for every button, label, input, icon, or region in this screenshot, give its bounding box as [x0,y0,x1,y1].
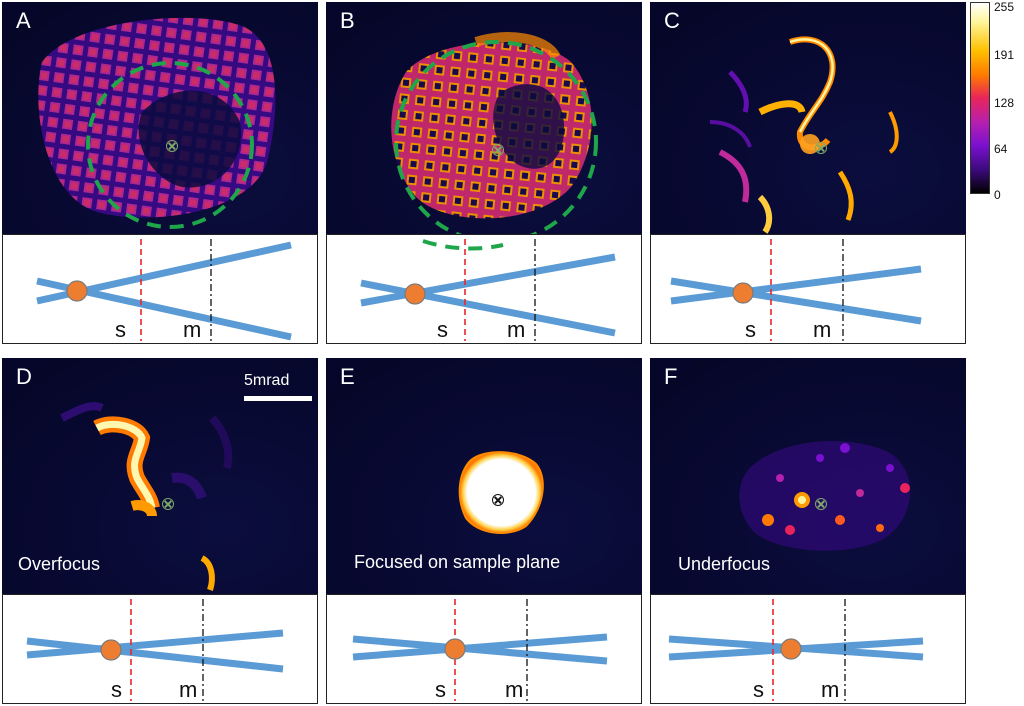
panel-b-image: B [326,2,642,234]
m-label: m [821,677,840,702]
m-label: m [179,677,198,702]
s-label: s [753,677,764,702]
panel-caption: Underfocus [678,554,771,574]
m-label: m [507,317,526,342]
panel-b-ray-diagram: s m [326,234,642,344]
panel-d-image: D Overfocus 5mrad [2,358,318,594]
m-label: m [505,677,524,702]
panel-d: D Overfocus 5mrad s m [2,358,318,704]
s-label: s [745,317,756,342]
colorbar-tick: 64 [994,142,1008,156]
panel-label: F [664,364,678,389]
panel-d-ray-diagram: s m [2,594,318,704]
m-label: m [183,317,202,342]
s-label: s [435,677,446,702]
panel-b: B s m [326,2,642,344]
panel-f-image: F Underfocus [650,358,966,594]
optical-axis-marker [815,142,827,154]
s-label: s [115,317,126,342]
colorbar-tick: 255 [994,0,1015,14]
panel-c-intensity-map [709,36,899,234]
colorbar-tick: 191 [994,48,1015,62]
source-dot [732,282,754,304]
panel-caption: Focused on sample plane [354,552,561,572]
panel-e-intensity-map [458,451,544,534]
source-dot [444,638,466,660]
scalebar [244,396,312,401]
panel-f: F Underfocus s m [650,358,966,704]
panel-label: A [16,8,31,33]
panel-e: E Focused on sample plane s m [326,358,642,704]
panel-c: C s m [650,2,966,344]
panel-e-image: E Focused on sample plane [326,358,642,594]
source-dot [780,638,802,660]
source-dot [100,639,122,661]
optical-axis-marker [162,498,174,510]
panel-a: A s m [2,2,318,344]
panel-d-intensity-map [60,402,233,591]
panel-a-intensity-map [38,17,276,229]
optical-axis-marker [815,498,827,510]
m-label: m [813,317,832,342]
panel-e-ray-diagram: s m [326,594,642,704]
panel-caption: Overfocus [18,554,101,574]
s-label: s [437,317,448,342]
optical-axis-marker [492,494,504,506]
optical-axis-marker [492,144,504,156]
panel-label: E [340,364,355,389]
panel-label: C [664,8,680,33]
panel-b-intensity-map [391,32,598,234]
optical-axis-marker [166,140,178,152]
panel-f-ray-diagram: s m [650,594,966,704]
colorbar [970,2,990,194]
panel-a-ray-diagram: s m [2,234,318,344]
colorbar-tick: 0 [994,188,1001,202]
panel-label: B [340,8,355,33]
panel-f-intensity-map [739,441,911,551]
panel-c-ray-diagram: s m [650,234,966,344]
source-dot [404,283,426,305]
panel-c-image: C [650,2,966,234]
panel-label: D [16,364,32,389]
colorbar-tick: 128 [994,96,1015,110]
source-dot [66,280,88,302]
panel-a-image: A [2,2,318,234]
s-label: s [111,677,122,702]
scalebar-label: 5mrad [244,372,290,389]
